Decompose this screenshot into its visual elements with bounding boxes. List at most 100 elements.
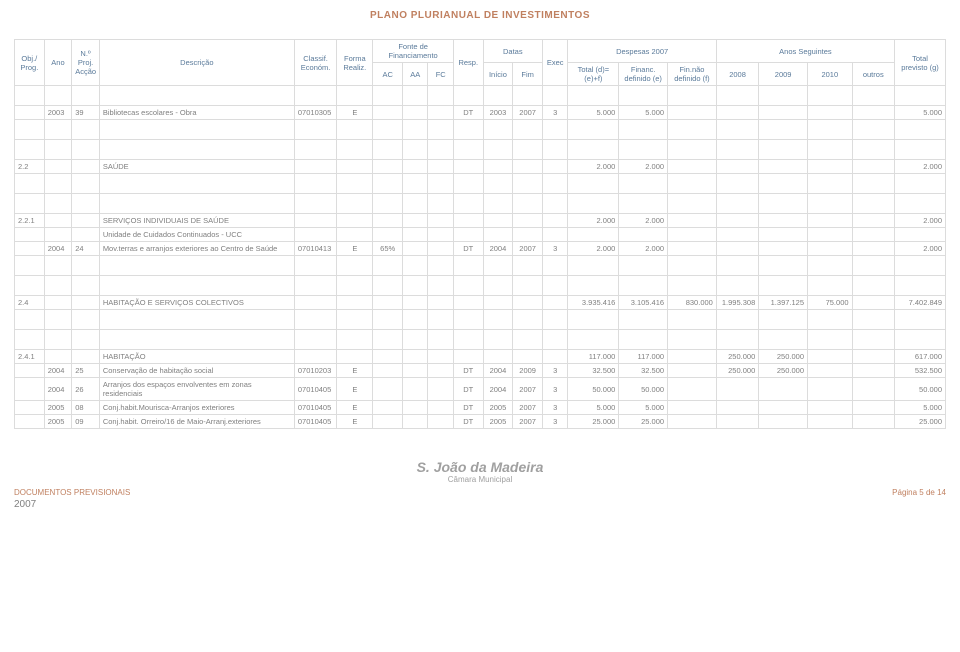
cell [483, 86, 513, 106]
cell [337, 120, 373, 140]
cell [668, 194, 717, 214]
cell [808, 415, 853, 429]
cell [99, 140, 294, 160]
cell [44, 256, 72, 276]
cell [483, 160, 513, 174]
col-2010: 2010 [808, 63, 853, 86]
cell [716, 256, 758, 276]
cell [428, 214, 453, 228]
cell [15, 276, 45, 296]
cell [513, 310, 543, 330]
col-ano: Ano [44, 40, 72, 86]
cell [568, 194, 619, 214]
cell [428, 256, 453, 276]
cell [294, 296, 336, 310]
cell: DT [453, 401, 483, 415]
cell [15, 330, 45, 350]
cell [668, 120, 717, 140]
cell [44, 296, 72, 310]
cell [895, 276, 946, 296]
cell [15, 401, 45, 415]
cell [337, 310, 373, 330]
cell: 2007 [513, 415, 543, 429]
cell [513, 296, 543, 310]
cell [759, 378, 808, 401]
cell: 2.000 [619, 214, 668, 228]
cell: E [337, 364, 373, 378]
cell [668, 350, 717, 364]
cell [759, 276, 808, 296]
cell [808, 310, 853, 330]
cell [15, 242, 45, 256]
cell: 2.000 [619, 242, 668, 256]
cell: E [337, 401, 373, 415]
cell: 3.105.416 [619, 296, 668, 310]
cell [716, 140, 758, 160]
cell [428, 401, 453, 415]
cell [619, 120, 668, 140]
cell [72, 296, 100, 310]
cell [373, 140, 403, 160]
cell [716, 160, 758, 174]
cell: 50.000 [568, 378, 619, 401]
cell [72, 140, 100, 160]
cell [99, 174, 294, 194]
cell [895, 256, 946, 276]
cell [759, 120, 808, 140]
cell [808, 330, 853, 350]
cell [568, 86, 619, 106]
cell [428, 330, 453, 350]
cell [99, 194, 294, 214]
cell [15, 174, 45, 194]
footer-year: 2007 [14, 499, 946, 510]
cell: 09 [72, 415, 100, 429]
cell: 07010405 [294, 378, 336, 401]
cell [483, 276, 513, 296]
cell [294, 140, 336, 160]
cell [15, 228, 45, 242]
cell [44, 276, 72, 296]
col-fc: FC [428, 63, 453, 86]
cell [403, 310, 428, 330]
cell: 65% [373, 242, 403, 256]
cell [542, 194, 567, 214]
cell [483, 140, 513, 160]
cell [99, 330, 294, 350]
cell: 3.935.416 [568, 296, 619, 310]
cell: 26 [72, 378, 100, 401]
cell: Conj.habit.Mourisca-Arranjos exteriores [99, 401, 294, 415]
cell: 5.000 [895, 106, 946, 120]
cell [668, 106, 717, 120]
cell [44, 214, 72, 228]
table-row: 200424Mov.terras e arranjos exteriores a… [15, 242, 946, 256]
cell: 2003 [483, 106, 513, 120]
cell [759, 228, 808, 242]
cell [542, 310, 567, 330]
cell [403, 364, 428, 378]
cell [808, 106, 853, 120]
cell [568, 276, 619, 296]
cell [668, 401, 717, 415]
cell [808, 378, 853, 401]
cell: 3 [542, 364, 567, 378]
cell [808, 140, 853, 160]
cell [542, 350, 567, 364]
footer: S. João da Madeira Câmara Municipal DOCU… [14, 459, 946, 510]
cell [403, 106, 428, 120]
cell [513, 140, 543, 160]
cell: Conj.habit. Orreiro/16 de Maio-Arranj.ex… [99, 415, 294, 429]
cell [15, 364, 45, 378]
cell: 2004 [483, 242, 513, 256]
cell [403, 401, 428, 415]
cell [453, 350, 483, 364]
cell: 3 [542, 242, 567, 256]
cell: Mov.terras e arranjos exteriores ao Cent… [99, 242, 294, 256]
cell [542, 120, 567, 140]
cell [373, 276, 403, 296]
cell [852, 120, 894, 140]
cell [453, 330, 483, 350]
cell: 2005 [44, 401, 72, 415]
cell: 25.000 [895, 415, 946, 429]
cell: 617.000 [895, 350, 946, 364]
cell [808, 174, 853, 194]
